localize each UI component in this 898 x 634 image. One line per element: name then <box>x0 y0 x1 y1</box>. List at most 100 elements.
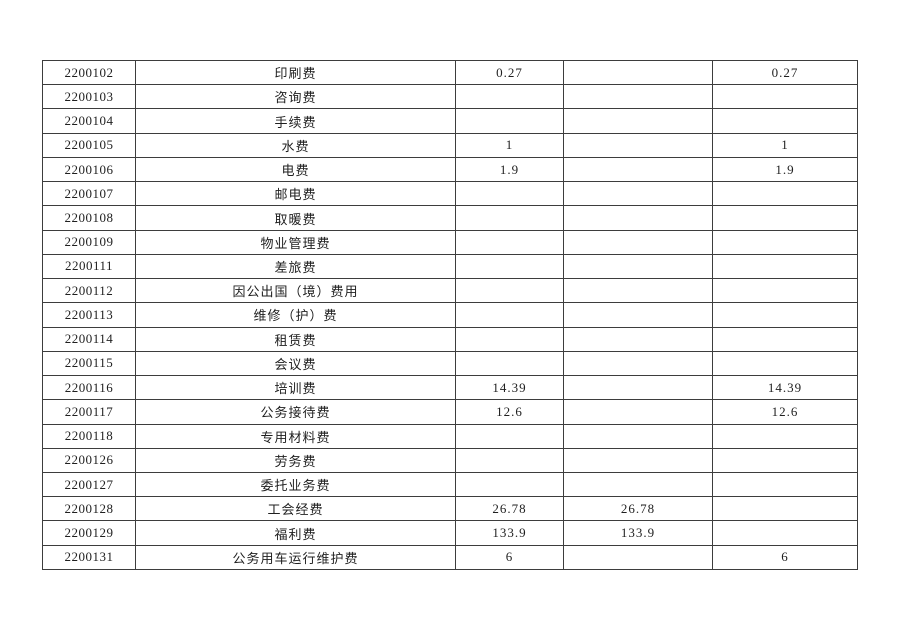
cell-value-2: 26.78 <box>563 496 713 522</box>
table-row: 2200118 专用材料费 <box>42 423 858 449</box>
cell-item-name: 物业管理费 <box>135 229 456 255</box>
cell-item-name: 专用材料费 <box>135 423 456 449</box>
table-row: 2200115 会议费 <box>42 350 858 377</box>
table-row: 2200102 印刷费 0.27 0.27 <box>42 59 858 86</box>
cell-value-1 <box>455 302 564 328</box>
cell-value-2 <box>563 84 713 110</box>
cell-value-1: 0.27 <box>455 59 564 86</box>
cell-value-1 <box>455 205 564 231</box>
cell-code: 2200129 <box>42 520 136 546</box>
cell-code: 2200127 <box>42 471 136 498</box>
table-row: 2200127 委托业务费 <box>42 471 858 498</box>
cell-code: 2200128 <box>42 496 136 522</box>
cell-value-1 <box>455 84 564 110</box>
cell-value-1 <box>455 108 564 134</box>
cell-value-1 <box>455 253 564 280</box>
cell-code: 2200109 <box>42 229 136 255</box>
cell-value-1: 14.39 <box>455 375 564 401</box>
cell-item-name: 公务接待费 <box>135 399 456 425</box>
table-row: 2200105 水费 1 1 <box>42 132 858 158</box>
cell-value-1 <box>455 278 564 304</box>
cell-item-name: 委托业务费 <box>135 471 456 498</box>
cell-code: 2200112 <box>42 278 136 304</box>
cell-value-1: 1.9 <box>455 156 564 183</box>
cell-code: 2200117 <box>42 399 136 425</box>
cell-value-2 <box>563 132 713 158</box>
cell-code: 2200126 <box>42 447 136 473</box>
cell-value-3: 1.9 <box>712 156 858 183</box>
cell-item-name: 福利费 <box>135 520 456 546</box>
cell-value-2 <box>563 471 713 498</box>
cell-item-name: 手续费 <box>135 108 456 134</box>
cell-value-3 <box>712 84 858 110</box>
cell-item-name: 邮电费 <box>135 181 456 207</box>
cell-value-3: 1 <box>712 132 858 158</box>
cell-code: 2200111 <box>42 253 136 280</box>
cell-value-2 <box>563 229 713 255</box>
table-row: 2200107 邮电费 <box>42 181 858 207</box>
cell-value-1: 1 <box>455 132 564 158</box>
cell-item-name: 公务用车运行维护费 <box>135 544 456 571</box>
cell-code: 2200131 <box>42 544 136 571</box>
cell-value-3: 6 <box>712 544 858 571</box>
cell-value-2 <box>563 108 713 134</box>
cell-value-3 <box>712 253 858 280</box>
cell-item-name: 差旅费 <box>135 253 456 280</box>
cell-value-2 <box>563 350 713 377</box>
cell-value-3 <box>712 447 858 473</box>
cell-value-1: 12.6 <box>455 399 564 425</box>
table-row: 2200128 工会经费 26.78 26.78 <box>42 496 858 522</box>
cell-value-3: 12.6 <box>712 399 858 425</box>
cell-item-name: 租赁费 <box>135 326 456 352</box>
cell-code: 2200103 <box>42 84 136 110</box>
cell-value-2 <box>563 326 713 352</box>
cell-value-3 <box>712 229 858 255</box>
table-row: 2200113 维修（护）费 <box>42 302 858 328</box>
cell-value-2 <box>563 205 713 231</box>
cell-code: 2200113 <box>42 302 136 328</box>
expense-table: 2200102 印刷费 0.27 0.27 2200103 咨询费 2200104 手续费 22… <box>42 59 858 571</box>
cell-value-2 <box>563 544 713 571</box>
cell-code: 2200107 <box>42 181 136 207</box>
cell-value-1 <box>455 423 564 449</box>
cell-item-name: 工会经费 <box>135 496 456 522</box>
cell-code: 2200116 <box>42 375 136 401</box>
cell-value-2 <box>563 375 713 401</box>
table-row: 2200131 公务用车运行维护费 6 6 <box>42 544 858 571</box>
cell-item-name: 印刷费 <box>135 59 456 86</box>
cell-value-2 <box>563 156 713 183</box>
cell-value-1 <box>455 447 564 473</box>
cell-value-2 <box>563 399 713 425</box>
cell-item-name: 水费 <box>135 132 456 158</box>
cell-value-3 <box>712 302 858 328</box>
table-row: 2200112 因公出国（境）费用 <box>42 278 858 304</box>
cell-item-name: 培训费 <box>135 375 456 401</box>
cell-value-1: 133.9 <box>455 520 564 546</box>
table-row: 2200108 取暖费 <box>42 205 858 231</box>
cell-value-3 <box>712 496 858 522</box>
table-row: 2200129 福利费 133.9 133.9 <box>42 520 858 546</box>
table-body: 2200102 印刷费 0.27 0.27 2200103 咨询费 2200104 手续费 22… <box>42 59 858 571</box>
cell-value-2 <box>563 59 713 86</box>
cell-value-3: 14.39 <box>712 375 858 401</box>
cell-code: 2200108 <box>42 205 136 231</box>
cell-value-1 <box>455 229 564 255</box>
cell-item-name: 劳务费 <box>135 447 456 473</box>
table-row: 2200116 培训费 14.39 14.39 <box>42 375 858 401</box>
cell-value-2 <box>563 253 713 280</box>
cell-value-3: 0.27 <box>712 59 858 86</box>
cell-code: 2200115 <box>42 350 136 377</box>
cell-value-1: 26.78 <box>455 496 564 522</box>
cell-item-name: 因公出国（境）费用 <box>135 278 456 304</box>
cell-value-3 <box>712 423 858 449</box>
cell-value-3 <box>712 181 858 207</box>
cell-item-name: 会议费 <box>135 350 456 377</box>
cell-value-1 <box>455 326 564 352</box>
cell-value-2 <box>563 423 713 449</box>
table-row: 2200103 咨询费 <box>42 84 858 110</box>
cell-value-3 <box>712 350 858 377</box>
table-row: 2200114 租赁费 <box>42 326 858 352</box>
cell-value-2 <box>563 181 713 207</box>
cell-value-2 <box>563 447 713 473</box>
cell-value-1: 6 <box>455 544 564 571</box>
